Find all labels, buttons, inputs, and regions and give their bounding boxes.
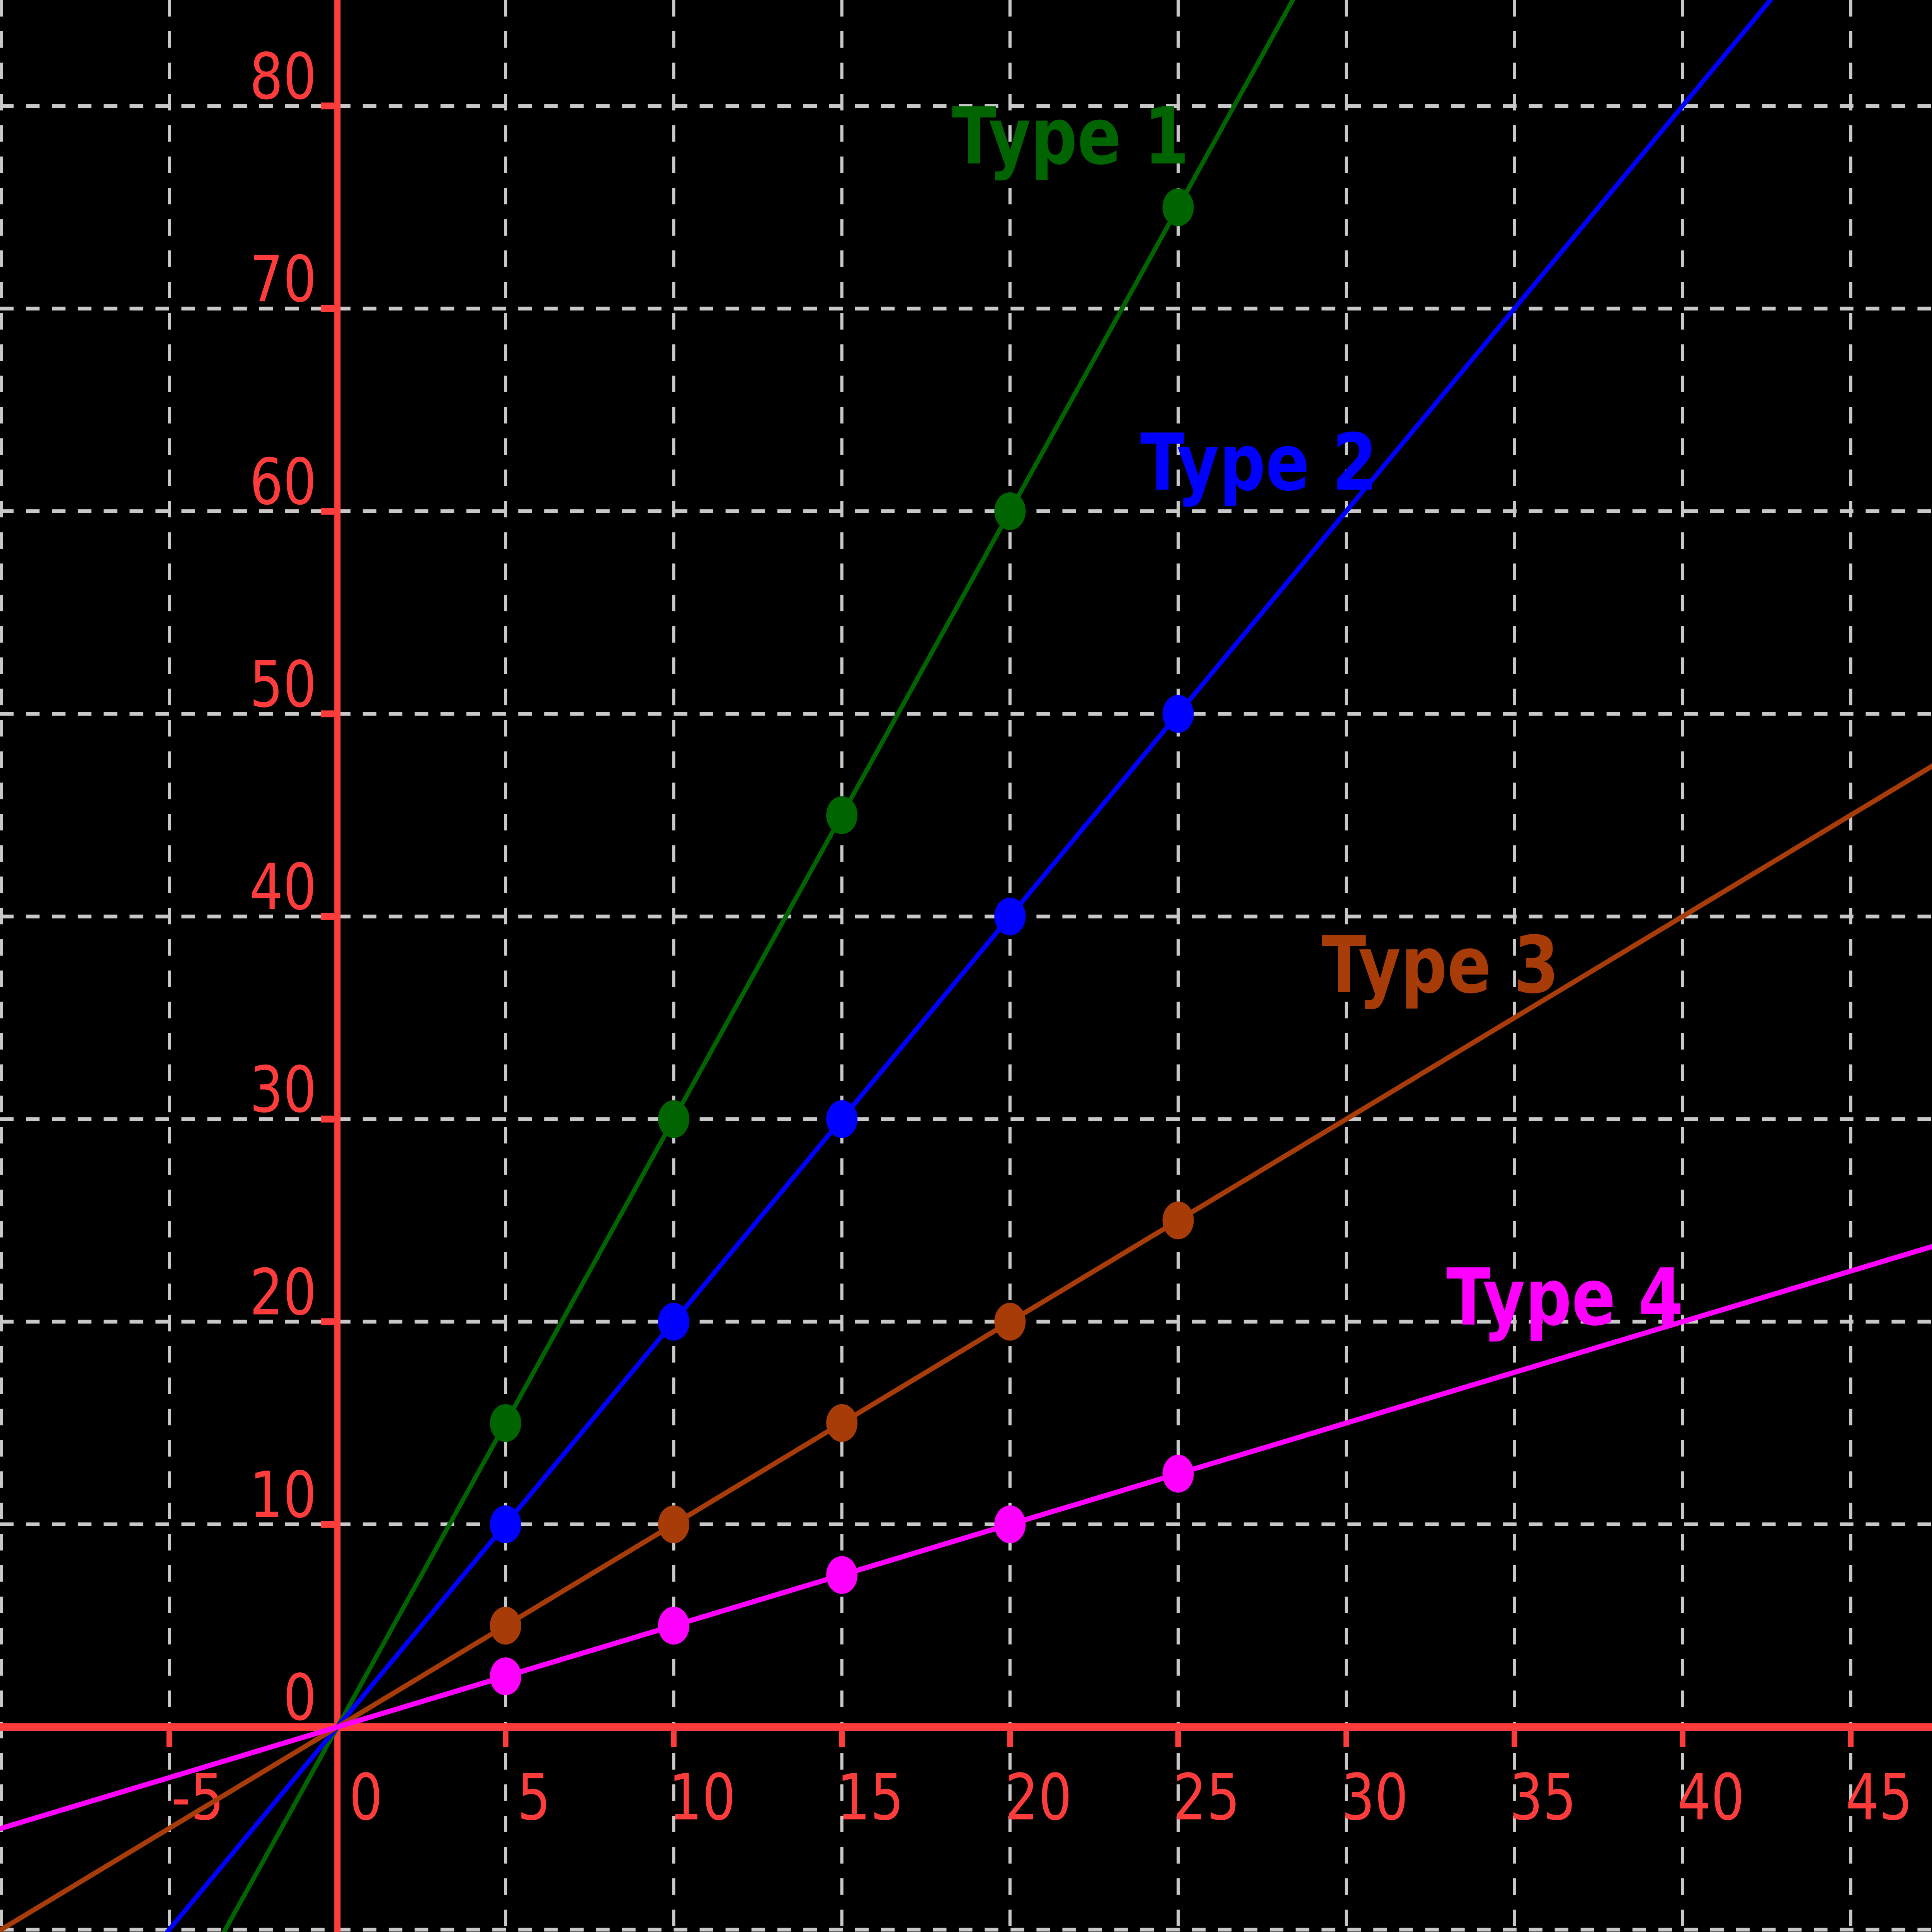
tick-marks [166,102,1854,1747]
y-tick-label-60: 60 [250,445,316,519]
data-point-type-2-x5 [490,1505,521,1543]
x-tick-label-20: 20 [1005,1760,1072,1835]
data-point-type-4-x10 [658,1607,690,1645]
x-tick-label-0: 0 [349,1760,383,1835]
y-tick-label-10: 10 [250,1458,316,1532]
data-point-type-4-x20 [994,1505,1026,1543]
data-point-type-3-x15 [826,1404,858,1442]
data-point-type-4-x15 [826,1556,858,1594]
data-point-type-1-x10 [658,1100,690,1138]
data-point-type-4-x5 [490,1657,521,1696]
y-tick-label-20: 20 [250,1255,316,1330]
data-point-type-2-x15 [826,1100,858,1138]
series-line-type-3 [0,763,1932,1932]
series-label-type-1: Type 1 [952,91,1189,182]
data-point-type-2-x10 [658,1303,690,1341]
x-tick-label-15: 15 [837,1760,904,1835]
y-tick-label-50: 50 [250,648,316,722]
data-point-type-1-x20 [994,492,1026,530]
y-tick-label-80: 80 [250,40,316,114]
x-tick-label-30: 30 [1341,1760,1408,1835]
y-tick-label-30: 30 [250,1053,316,1127]
series-label-type-3: Type 3 [1322,919,1559,1010]
series-type-4: Type 4 [0,1244,1932,1832]
series-line-type-4 [0,1244,1932,1832]
x-tick-label-5: 5 [517,1760,551,1835]
data-point-type-1-x5 [490,1404,521,1442]
data-point-type-3-x25 [1162,1201,1194,1240]
series-type-3: Type 3 [0,763,1932,1932]
x-tick-label-35: 35 [1509,1760,1576,1835]
data-point-type-1-x25 [1162,188,1194,226]
y-tick-label-70: 70 [250,242,316,316]
data-point-type-3-x20 [994,1303,1026,1341]
data-point-type-4-x25 [1162,1454,1194,1493]
series-label-type-4: Type 4 [1446,1252,1684,1343]
data-point-type-1-x15 [826,796,858,834]
x-tick-label-40: 40 [1677,1760,1744,1835]
data-point-type-2-x25 [1162,695,1194,733]
x-tick-label-10: 10 [669,1760,736,1835]
data-point-type-3-x5 [490,1607,521,1645]
series-label-type-2: Type 2 [1140,417,1378,508]
x-tick-label-45: 45 [1846,1760,1913,1835]
y-tick-label-0: 0 [283,1661,317,1735]
y-tick-label-40: 40 [250,850,316,924]
data-point-type-3-x10 [658,1505,690,1543]
data-point-type-2-x20 [994,897,1026,935]
x-tick-label-25: 25 [1173,1760,1240,1835]
